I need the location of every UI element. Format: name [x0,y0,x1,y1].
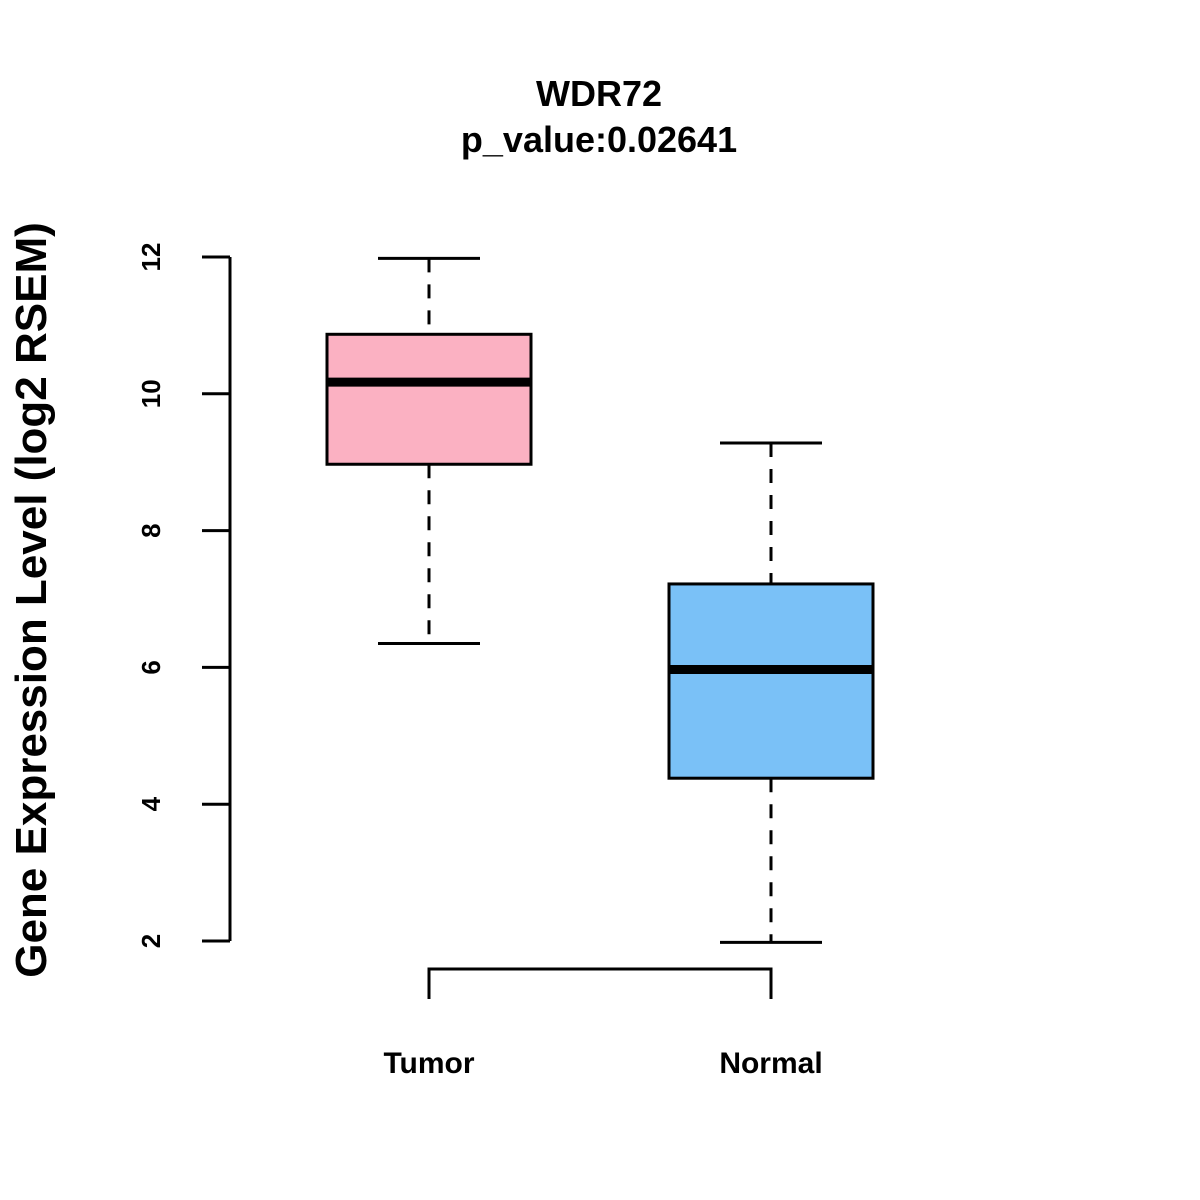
box-normal [667,441,875,944]
y-tick-label: 4 [136,796,166,811]
iqr-box [325,332,533,466]
y-tick-label: 8 [136,523,166,537]
y-tick-label: 6 [136,660,166,674]
y-tick-label: 10 [136,379,166,408]
category-label-tumor: Tumor [383,1047,474,1080]
chart-subtitle: p_value:0.02641 [461,119,737,160]
y-tick-label: 12 [136,243,166,272]
iqr-box [667,582,875,780]
box-tumor [325,256,533,645]
comparison-bracket [427,967,773,999]
boxes [325,256,875,944]
y-axis-label: Gene Expression Level (log2 RSEM) [7,222,56,978]
chart-title: WDR72 [536,73,662,114]
category-labels: Tumor Normal [383,1047,822,1080]
y-tick-label: 2 [136,934,166,948]
y-axis-ticks: 2 4 6 8 10 12 [136,243,230,948]
category-label-normal: Normal [719,1047,822,1080]
